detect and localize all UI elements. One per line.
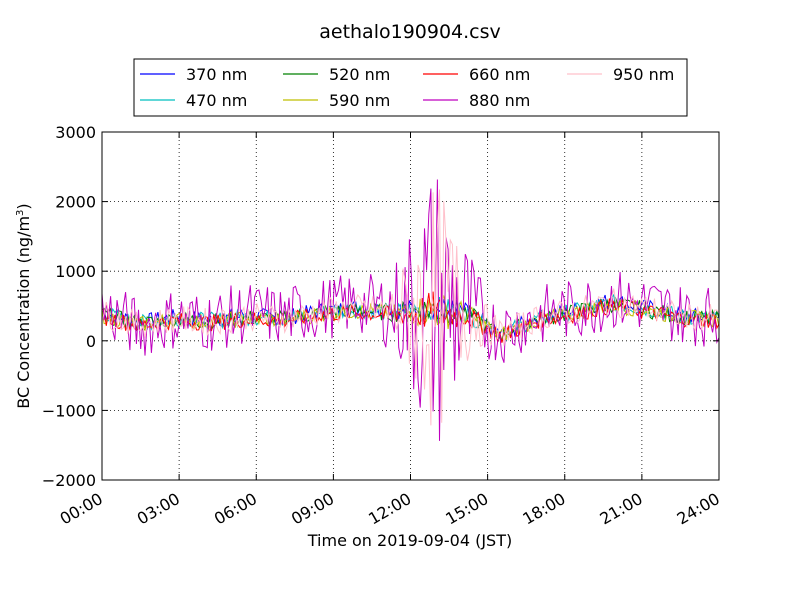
legend-label: 370 nm bbox=[186, 65, 247, 84]
legend-label: 520 nm bbox=[329, 65, 390, 84]
legend-label: 880 nm bbox=[469, 91, 530, 110]
y-axis-label-superscript: 3 bbox=[15, 210, 26, 216]
series-line-590nm bbox=[101, 294, 720, 341]
legend: 370 nm 470 nm 520 nm 590 nm 660 nm 880 nm 950 … bbox=[133, 58, 688, 117]
series-layer bbox=[101, 179, 720, 441]
legend-label: 590 nm bbox=[329, 91, 390, 110]
x-axis-label: Time on 2019-09-04 (JST) bbox=[307, 531, 512, 550]
legend-box bbox=[133, 58, 688, 117]
legend-label: 660 nm bbox=[469, 65, 530, 84]
chart-title: aethalo190904.csv bbox=[319, 21, 501, 43]
y-axis-label-close: ) bbox=[14, 203, 33, 209]
y-tick-label: 2000 bbox=[55, 193, 96, 212]
y-axis-label-main: BC Concentration (ng/m bbox=[14, 216, 33, 409]
legend-label: 950 nm bbox=[613, 65, 674, 84]
y-tick-label: −1000 bbox=[42, 401, 96, 420]
y-axis-label: BC Concentration (ng/m3) bbox=[14, 203, 33, 408]
y-tick-label: 1000 bbox=[55, 262, 96, 281]
series-line-950nm bbox=[101, 189, 720, 426]
y-tick-label: 0 bbox=[86, 332, 96, 351]
series-line-880nm bbox=[101, 179, 720, 441]
legend-label: 470 nm bbox=[186, 91, 247, 110]
y-tick-label: 3000 bbox=[55, 123, 96, 142]
y-tick-label: −2000 bbox=[42, 471, 96, 490]
